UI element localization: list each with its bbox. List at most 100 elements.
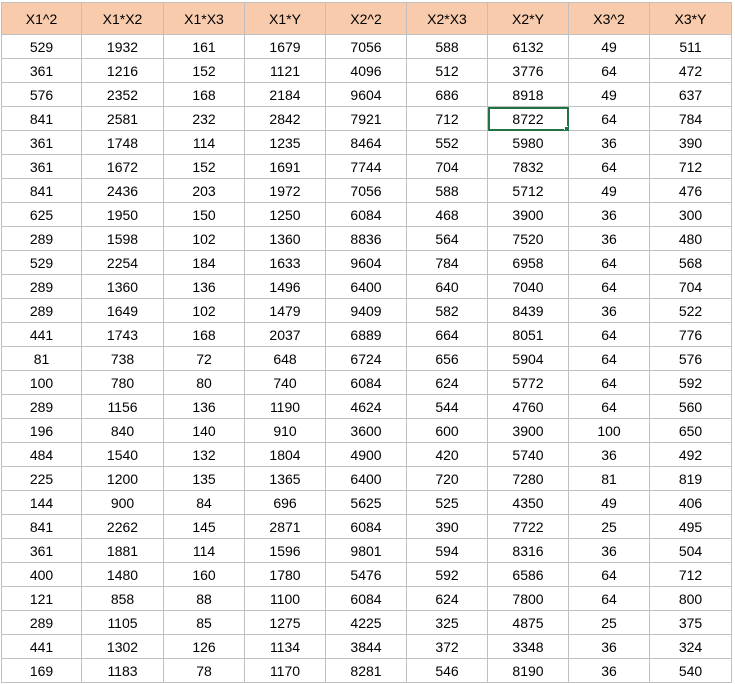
table-cell[interactable]: 49 — [568, 490, 650, 515]
table-cell[interactable]: 1235 — [244, 130, 326, 155]
table-cell[interactable]: 184 — [163, 250, 245, 275]
table-cell[interactable]: 8464 — [325, 130, 407, 155]
table-cell[interactable]: 6586 — [487, 562, 569, 587]
table-cell[interactable]: 7800 — [487, 586, 569, 611]
table-cell[interactable]: 546 — [406, 658, 488, 683]
table-cell[interactable]: 592 — [649, 370, 732, 395]
table-cell[interactable]: 1216 — [81, 58, 164, 83]
table-cell[interactable]: 1100 — [244, 586, 326, 611]
table-cell[interactable]: 169 — [1, 658, 82, 683]
table-cell[interactable]: 7744 — [325, 154, 407, 179]
table-cell[interactable]: 1748 — [81, 130, 164, 155]
table-cell[interactable]: 588 — [406, 178, 488, 203]
table-cell[interactable]: 1134 — [244, 634, 326, 659]
table-cell[interactable]: 64 — [568, 106, 650, 131]
table-cell[interactable]: 36 — [568, 298, 650, 323]
table-cell[interactable]: 64 — [568, 250, 650, 275]
table-cell[interactable]: 841 — [1, 106, 82, 131]
table-cell[interactable]: 1679 — [244, 34, 326, 59]
table-cell[interactable]: 704 — [649, 274, 732, 299]
table-cell[interactable]: 140 — [163, 418, 245, 443]
table-cell[interactable]: 300 — [649, 202, 732, 227]
table-cell[interactable]: 540 — [649, 658, 732, 683]
table-cell[interactable]: 3600 — [325, 418, 407, 443]
table-cell[interactable]: 64 — [568, 274, 650, 299]
table-cell[interactable]: 121 — [1, 586, 82, 611]
table-cell[interactable]: 6084 — [325, 514, 407, 539]
table-cell[interactable]: 624 — [406, 370, 488, 395]
table-cell[interactable]: 5904 — [487, 346, 569, 371]
table-cell[interactable]: 4350 — [487, 490, 569, 515]
table-cell[interactable]: 3348 — [487, 634, 569, 659]
table-cell[interactable]: 1804 — [244, 442, 326, 467]
column-header[interactable]: X3*Y — [649, 2, 732, 35]
table-cell[interactable]: 2184 — [244, 82, 326, 107]
table-cell[interactable]: 25 — [568, 514, 650, 539]
table-cell[interactable]: 529 — [1, 250, 82, 275]
table-cell[interactable]: 2871 — [244, 514, 326, 539]
table-cell[interactable]: 289 — [1, 298, 82, 323]
table-cell[interactable]: 1190 — [244, 394, 326, 419]
table-cell[interactable]: 361 — [1, 130, 82, 155]
table-cell[interactable]: 64 — [568, 58, 650, 83]
column-header[interactable]: X3^2 — [568, 2, 650, 35]
table-cell[interactable]: 361 — [1, 154, 82, 179]
table-cell[interactable]: 114 — [163, 130, 245, 155]
table-cell[interactable]: 740 — [244, 370, 326, 395]
table-cell[interactable]: 49 — [568, 82, 650, 107]
table-cell[interactable]: 3900 — [487, 202, 569, 227]
table-cell[interactable]: 738 — [81, 346, 164, 371]
table-cell[interactable]: 4875 — [487, 610, 569, 635]
table-cell[interactable]: 168 — [163, 322, 245, 347]
table-cell[interactable]: 25 — [568, 610, 650, 635]
table-cell[interactable]: 36 — [568, 130, 650, 155]
table-cell[interactable]: 1780 — [244, 562, 326, 587]
table-cell[interactable]: 289 — [1, 610, 82, 635]
table-cell[interactable]: 80 — [163, 370, 245, 395]
table-cell[interactable]: 7040 — [487, 274, 569, 299]
table-cell[interactable]: 6084 — [325, 202, 407, 227]
table-cell[interactable]: 492 — [649, 442, 732, 467]
table-cell[interactable]: 780 — [81, 370, 164, 395]
column-header[interactable]: X1*X2 — [81, 2, 164, 35]
table-cell[interactable]: 1183 — [81, 658, 164, 683]
table-cell[interactable]: 85 — [163, 610, 245, 635]
table-cell[interactable]: 3900 — [487, 418, 569, 443]
table-cell[interactable]: 480 — [649, 226, 732, 251]
table-cell[interactable]: 1480 — [81, 562, 164, 587]
table-cell[interactable]: 8316 — [487, 538, 569, 563]
table-cell[interactable]: 36 — [568, 442, 650, 467]
table-cell[interactable]: 7722 — [487, 514, 569, 539]
table-cell[interactable]: 49 — [568, 34, 650, 59]
table-cell[interactable]: 100 — [1, 370, 82, 395]
table-cell[interactable]: 72 — [163, 346, 245, 371]
table-cell[interactable]: 696 — [244, 490, 326, 515]
table-cell[interactable]: 64 — [568, 394, 650, 419]
table-cell[interactable]: 84 — [163, 490, 245, 515]
table-cell[interactable]: 8190 — [487, 658, 569, 683]
table-cell[interactable]: 564 — [406, 226, 488, 251]
table-cell[interactable]: 525 — [406, 490, 488, 515]
table-cell[interactable]: 800 — [649, 586, 732, 611]
table-cell[interactable]: 1302 — [81, 634, 164, 659]
table-cell[interactable]: 361 — [1, 538, 82, 563]
table-cell[interactable]: 511 — [649, 34, 732, 59]
table-cell[interactable]: 3776 — [487, 58, 569, 83]
table-cell[interactable]: 6958 — [487, 250, 569, 275]
table-cell[interactable]: 152 — [163, 58, 245, 83]
table-cell[interactable]: 289 — [1, 274, 82, 299]
table-cell[interactable]: 135 — [163, 466, 245, 491]
table-cell[interactable]: 8051 — [487, 322, 569, 347]
column-header[interactable]: X1*X3 — [163, 2, 245, 35]
table-cell[interactable]: 4096 — [325, 58, 407, 83]
table-cell[interactable]: 495 — [649, 514, 732, 539]
table-cell[interactable]: 512 — [406, 58, 488, 83]
table-cell[interactable]: 664 — [406, 322, 488, 347]
table-cell[interactable]: 712 — [649, 562, 732, 587]
table-cell[interactable]: 1105 — [81, 610, 164, 635]
table-cell[interactable]: 476 — [649, 178, 732, 203]
table-cell[interactable]: 1540 — [81, 442, 164, 467]
table-cell[interactable]: 372 — [406, 634, 488, 659]
table-cell[interactable]: 5476 — [325, 562, 407, 587]
table-cell[interactable]: 8439 — [487, 298, 569, 323]
